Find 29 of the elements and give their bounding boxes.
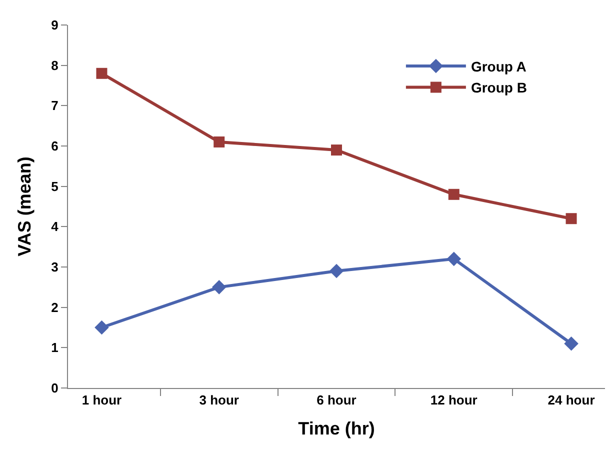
point [329, 264, 344, 278]
y-tick-label: 5 [51, 178, 58, 194]
y-tick-label: 8 [51, 58, 58, 73]
point [564, 336, 578, 351]
y-tick-label: 1 [51, 340, 58, 356]
legend-label: Group B [470, 80, 527, 96]
point [331, 144, 342, 156]
legend-label: Group A [470, 58, 526, 74]
y-tick-label: 7 [51, 98, 58, 114]
point [448, 188, 460, 200]
y-tick-label: 6 [51, 138, 58, 154]
point [446, 252, 462, 266]
y-axis-title: VAS (mean) [14, 156, 34, 256]
y-tick-label: 9 [51, 18, 58, 33]
point [214, 136, 225, 148]
point [96, 68, 108, 79]
point [94, 320, 109, 335]
point [212, 280, 226, 294]
x-axis-title: Time (hr) [298, 418, 375, 439]
y-tick-label: 2 [51, 300, 58, 315]
x-tick-label: 1 hour [82, 392, 122, 408]
y-tick-label: 3 [51, 260, 58, 275]
x-tick-label: 24 hour [548, 392, 595, 408]
x-tick-label: 3 hour [199, 392, 239, 408]
y-tick-label: 0 [51, 380, 58, 396]
y-tick-label: 4 [51, 219, 60, 234]
x-tick-label: 12 hour [430, 392, 478, 408]
x-tick-label: 6 hour [316, 392, 356, 408]
point [566, 213, 577, 224]
